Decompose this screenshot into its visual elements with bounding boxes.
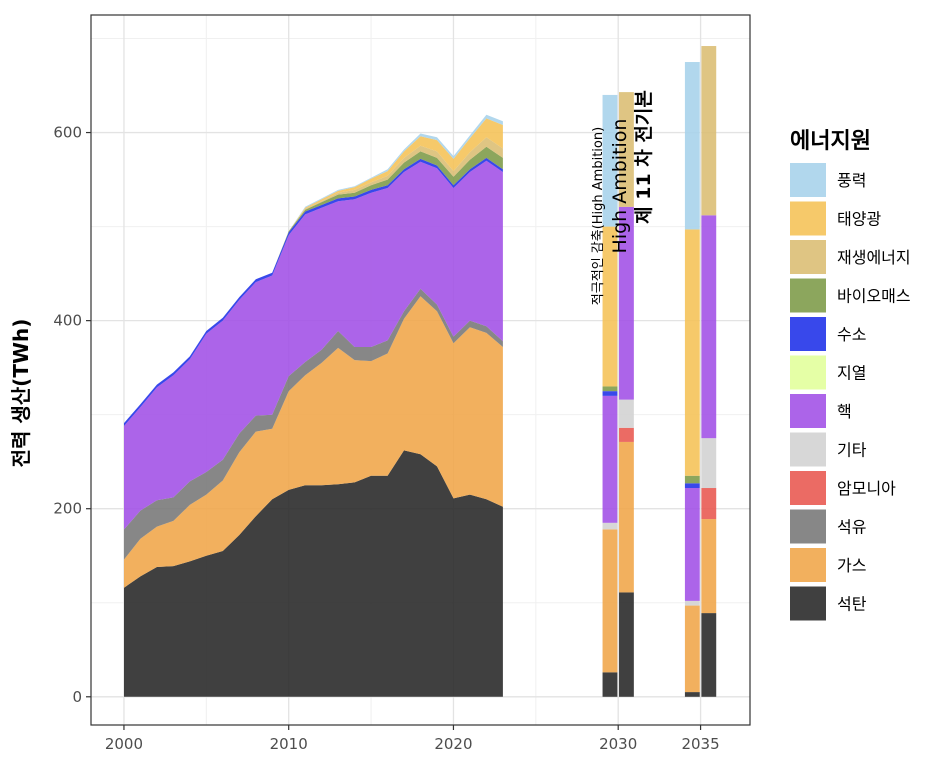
bar-segment-ed95b5: [701, 215, 717, 439]
area-ed839cec9691eab491: [124, 118, 503, 424]
legend-label: 석탄: [837, 595, 867, 614]
bar-segment-ed839cec9691eab491: [684, 229, 700, 476]
bar-segment-eab8b0ed8380: [602, 522, 618, 530]
bar-segment-ed928deba0a5: [684, 62, 700, 230]
bar-segment-ed95b5: [602, 395, 618, 523]
legend-swatch-ec8898ec868c: [790, 317, 826, 351]
bar-segment-ec9594ebaaa8eb8b88ec9584: [619, 427, 634, 442]
legend-label: 수소: [837, 325, 866, 344]
bar-segment-ec8898ec868c: [602, 391, 618, 396]
legend-label: 바이오매스: [837, 287, 911, 306]
bar-segment-eab080ec8aa4: [684, 605, 700, 693]
legend-label: 석유: [837, 518, 866, 537]
plot-border: [90, 14, 751, 726]
annotation-high-ambition: High Ambition: [609, 119, 631, 254]
legend-label: 가스: [837, 556, 866, 575]
area-eab080ec8aa4: [124, 296, 503, 588]
legend-swatch-ed839cec9691eab491: [790, 201, 826, 236]
legend-title: 에너지원: [790, 129, 871, 154]
legend-swatch-eab8b0ed8380: [790, 432, 826, 467]
bar-segment-ed95b5: [619, 206, 634, 400]
bar-segment-ed839cec9691eab491: [602, 226, 618, 387]
y-tick-label: 600: [53, 124, 82, 142]
y-tick-label: 0: [72, 688, 82, 706]
area-ec849ded8384: [124, 450, 503, 697]
legend-swatch-ec849dec9ca0: [790, 509, 826, 544]
axes: 2000 2010 2020 2030 2035 0 200 400 600: [53, 14, 751, 753]
area-ed95b5: [124, 160, 503, 530]
x-tick-label: 2010: [270, 735, 308, 753]
x-tick-label: 2000: [105, 735, 143, 753]
bar-segment-ec8898ec868c: [684, 483, 700, 489]
bar-segment-eab080ec8aa4: [602, 529, 618, 673]
bar-segment-ec849ded8384: [701, 613, 717, 697]
legend-label: 태양광: [837, 210, 881, 229]
x-tick-label: 2030: [599, 735, 637, 753]
legend-label: 재생에너지: [837, 248, 911, 267]
legend-swatch-ec9eacec839dec9790eb8488eca780: [790, 240, 826, 274]
legend-label: 풍력: [837, 171, 866, 190]
bar-segment-ec849ded8384: [619, 592, 634, 697]
y-tick-label: 400: [53, 312, 82, 330]
legend-label: 암모니아: [837, 479, 896, 498]
x-tick-label: 2035: [681, 735, 719, 753]
scenario-bars: [602, 46, 717, 697]
y-axis-label: 전력 생산(TWh): [9, 319, 33, 468]
legend-swatch-eca780ec97b4: [790, 355, 826, 390]
historical-stacked-areas: [124, 114, 503, 697]
bar-segment-ebb094ec9db4ec98a4eba7a4ec8aa4: [602, 386, 618, 392]
bar-segment-eab8b0ed8380: [684, 600, 700, 606]
legend-label: 지열: [837, 364, 866, 383]
legend-swatch-ed95b5: [790, 394, 826, 428]
legend-swatch-eab080ec8aa4: [790, 548, 826, 582]
legend-label: 핵: [837, 402, 852, 421]
bar-segment-eab080ec8aa4: [619, 441, 634, 593]
annotation-high-ambition-long: 적극적인 감축(High Ambition): [591, 127, 606, 305]
legend-swatch-ed928deba0a5: [790, 163, 826, 197]
bar-segment-ebb094ec9db4ec98a4eba7a4ec8aa4: [684, 475, 700, 484]
bar-segment-eab8b0ed8380: [701, 438, 717, 489]
bar-segment-ed95b5: [684, 488, 700, 601]
legend-swatch-ebb094ec9db4ec98a4eba7a4ec8aa4: [790, 278, 826, 313]
x-tick-label: 2020: [434, 735, 472, 753]
annotation-11th-plan: 제 11 차 전기본: [633, 90, 655, 224]
bar-segment-ec9594ebaaa8eb8b88ec9584: [701, 488, 717, 520]
legend-label: 기타: [837, 441, 867, 460]
bar-segment-ec849ded8384: [684, 692, 700, 697]
legend-swatch-ec9594ebaaa8eb8b88ec9584: [790, 471, 826, 505]
bar-segment-ec849ded8384: [602, 672, 618, 697]
bar-segment-eab8b0ed8380: [619, 399, 634, 428]
y-tick-label: 200: [53, 500, 82, 518]
bar-segment-ec9eacec839dec9790eb8488eca780: [701, 46, 717, 216]
scenario-annotations: 적극적인 감축(High Ambition) High Ambition 제 11 …: [591, 90, 655, 305]
bar-segment-eab080ec8aa4: [701, 519, 717, 614]
bar-segment-ed928deba0a5: [602, 94, 618, 227]
legend-swatch-ec849ded8384: [790, 586, 826, 621]
bar-segment-ec9eacec839dec9790eb8488eca780: [619, 92, 634, 207]
